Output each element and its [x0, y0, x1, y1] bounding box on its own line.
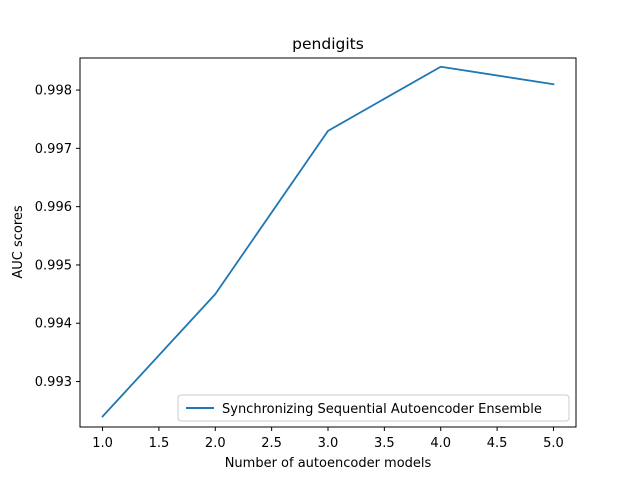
chart-title: pendigits	[292, 35, 364, 53]
x-axis-label: Number of autoencoder models	[225, 456, 432, 471]
y-tick-label: 0.997	[35, 142, 72, 157]
x-tick-label: 4.0	[430, 436, 451, 451]
data-point	[552, 83, 554, 85]
x-tick-label: 2.0	[205, 436, 226, 451]
legend-box	[177, 394, 570, 422]
y-axis-label: AUC scores	[11, 205, 26, 279]
x-tick-label: 5.0	[543, 436, 564, 451]
x-axis-ticks: 1.0 1.5 2.0 2.5 3.0 3.5 4.0 4.5 5.0	[92, 427, 564, 451]
legend-entry-label: Synchronizing Sequential Autoencoder Ens…	[222, 402, 542, 417]
series-layer	[101, 65, 555, 418]
plot-frame	[79, 57, 577, 428]
x-tick-label: 3.5	[374, 436, 395, 451]
legend: Synchronizing Sequential Autoencoder Ens…	[177, 394, 570, 422]
y-tick-label: 0.994	[35, 317, 72, 332]
y-tick-label: 0.993	[35, 375, 72, 390]
x-tick-label: 1.5	[149, 436, 170, 451]
series-line	[101, 65, 555, 418]
y-tick-label: 0.998	[35, 84, 72, 99]
y-tick-label: 0.995	[35, 258, 72, 273]
x-tick-label: 2.5	[261, 436, 282, 451]
x-tick-label: 3.0	[318, 436, 339, 451]
x-tick-label: 1.0	[92, 436, 113, 451]
data-point	[327, 130, 329, 132]
data-point	[102, 416, 104, 418]
y-tick-label: 0.996	[35, 200, 72, 215]
plot-background	[80, 58, 576, 427]
data-point	[440, 66, 442, 68]
x-tick-label: 4.5	[487, 436, 508, 451]
data-point	[214, 293, 216, 295]
y-axis-ticks: 0.993 0.994 0.995 0.996 0.997 0.998	[35, 84, 80, 390]
